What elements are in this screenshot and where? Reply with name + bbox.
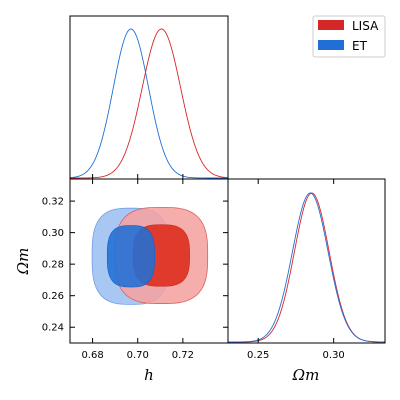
legend-swatch-et (318, 40, 344, 50)
legend-swatch-lisa (318, 20, 344, 30)
contour-68-et (106, 225, 155, 288)
marginal-h-lisa (70, 28, 229, 179)
y-axis-label-omega: Ωm (14, 248, 32, 276)
x-tick-label-h: 0.72 (172, 350, 194, 361)
y-tick-label-omega: 0.32 (42, 197, 64, 208)
marginal-h-et (69, 28, 228, 179)
x-axis-label-omega: Ωm (292, 366, 320, 384)
x-tick-label-h: 0.68 (81, 350, 103, 361)
tick-labels: 0.68 0.70 0.72 0.24 0.26 0.28 0.30 0.32 0.25 0.30 (42, 197, 345, 361)
x-tick-label-h: 0.70 (127, 350, 149, 361)
frame-h-marginal (69, 15, 229, 180)
legend: LISA ET (312, 15, 386, 58)
x-tick-label-omega: 0.30 (323, 350, 345, 361)
marginal-curves (69, 28, 386, 343)
y-tick-label-omega: 0.28 (42, 260, 64, 271)
x-tick-label-omega: 0.25 (247, 350, 269, 361)
legend-label-lisa: LISA (352, 19, 379, 33)
contour-layer (91, 206, 209, 305)
y-tick-label-omega: 0.30 (42, 228, 64, 239)
y-tick-label-omega: 0.24 (42, 323, 64, 334)
y-tick-label-omega: 0.26 (42, 291, 64, 302)
frame-omega-marginal (227, 178, 386, 344)
marginal-omega-et (228, 192, 386, 343)
x-axis-label-h: h (144, 366, 154, 384)
marginal-omega-lisa (228, 192, 385, 343)
axes-layer (69, 15, 386, 344)
legend-label-et: ET (352, 39, 368, 53)
